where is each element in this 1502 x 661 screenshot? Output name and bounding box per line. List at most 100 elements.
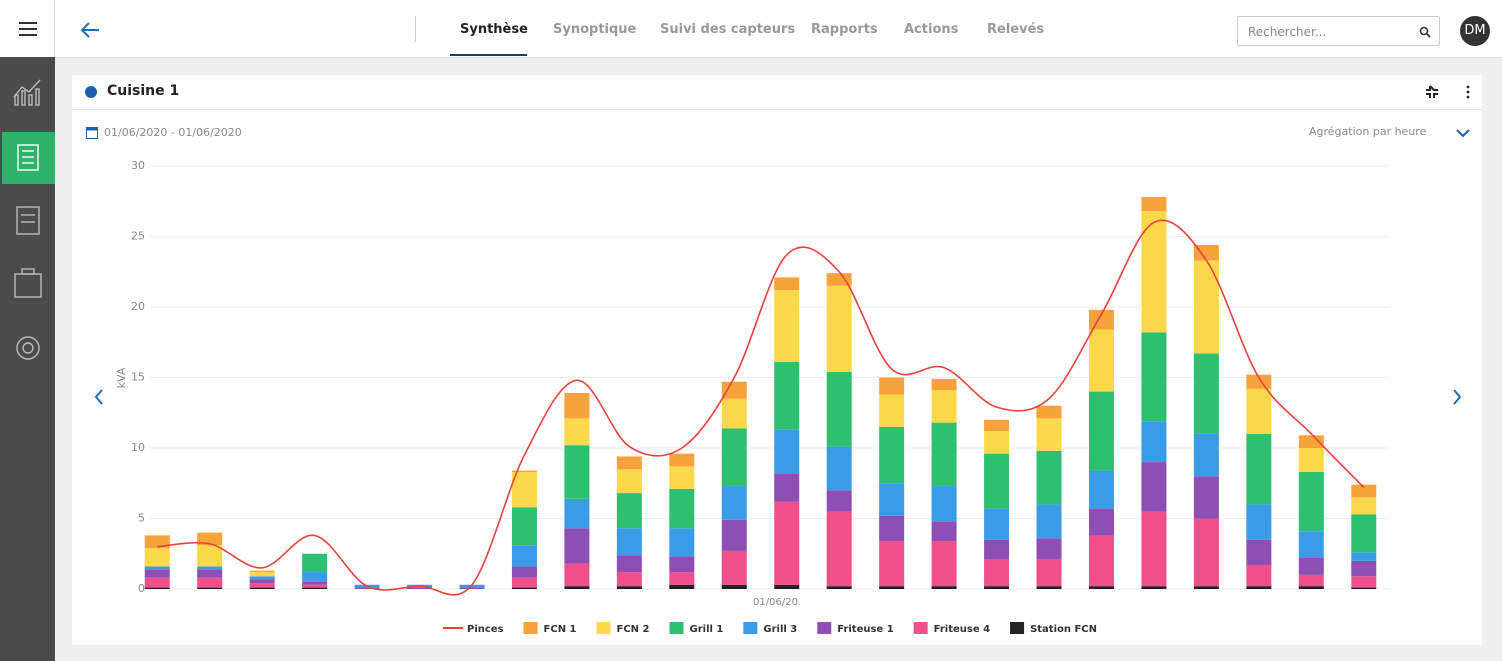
tab[interactable]: Synthèse xyxy=(460,22,528,37)
date-range[interactable]: 01/06/2020 - 01/06/2020 xyxy=(104,126,242,139)
bar-segment xyxy=(511,471,537,508)
bar-segment xyxy=(1193,244,1219,261)
bar-segment xyxy=(879,377,905,395)
bar-segment xyxy=(1088,329,1114,392)
calendar-icon xyxy=(86,127,98,139)
bar-segment xyxy=(1141,197,1167,212)
bar-segment xyxy=(1246,433,1272,505)
legend-swatch xyxy=(743,622,758,634)
bar-segment xyxy=(1088,391,1114,471)
bar-segment xyxy=(1141,586,1167,589)
bar-segment xyxy=(1141,211,1167,333)
bar-segment xyxy=(1298,557,1324,575)
bar-segment xyxy=(774,361,800,430)
bar-segment xyxy=(1088,470,1114,509)
bar-segment xyxy=(1141,421,1167,463)
bar-segment xyxy=(931,521,957,542)
menu-area xyxy=(0,0,55,57)
tab[interactable]: Synoptique xyxy=(553,22,637,37)
bar-segment xyxy=(774,290,800,362)
bar-segment xyxy=(1088,586,1114,589)
nav-icons[interactable] xyxy=(0,57,55,661)
bar-segment xyxy=(669,556,695,573)
bar-segment xyxy=(197,566,223,570)
bar-segment xyxy=(249,583,275,588)
tab[interactable]: Suivi des capteurs xyxy=(660,22,796,37)
menu-icon[interactable] xyxy=(0,0,55,57)
bar-segment xyxy=(826,273,852,286)
bar-segment xyxy=(302,587,328,589)
bar-segment xyxy=(511,577,537,588)
panel-title: Cuisine 1 xyxy=(107,83,180,99)
bar-segment xyxy=(826,490,852,512)
bar-segment xyxy=(879,394,905,427)
bar-segment xyxy=(144,566,170,570)
bar-segment xyxy=(197,545,223,567)
search-box[interactable]: Rechercher... xyxy=(1237,16,1440,46)
bar-segment xyxy=(1351,514,1377,553)
bar-segment xyxy=(564,528,590,564)
bar-segment xyxy=(669,528,695,557)
bar-segment xyxy=(984,539,1010,560)
bar-segment xyxy=(931,390,957,423)
bar-segment xyxy=(1036,504,1062,539)
bar-segment xyxy=(459,587,485,589)
dropdown-arrow[interactable] xyxy=(1455,127,1471,139)
tab[interactable]: Actions xyxy=(904,22,959,37)
bar-segment xyxy=(774,429,800,474)
y-tick-label: 30 xyxy=(131,159,145,172)
next-arrow[interactable] xyxy=(1453,389,1462,405)
bar-segment xyxy=(826,586,852,589)
panel-actions[interactable] xyxy=(1424,82,1484,102)
bar-segment xyxy=(144,548,170,567)
bar-segment xyxy=(616,528,642,556)
bar-segment xyxy=(459,584,485,588)
bar-segment xyxy=(1351,576,1377,588)
bar-segment xyxy=(1246,504,1272,540)
bar-segment xyxy=(1351,587,1377,589)
tab-underline xyxy=(450,54,527,56)
bar-segment xyxy=(1193,476,1219,519)
bar-segment xyxy=(669,488,695,529)
bar-segment xyxy=(721,381,747,399)
bar-segment xyxy=(984,453,1010,509)
bar-segment xyxy=(1246,565,1272,587)
bar-segment xyxy=(354,587,380,589)
bar-segment xyxy=(774,473,800,502)
back-button[interactable] xyxy=(75,0,115,57)
legend-swatch xyxy=(1010,622,1025,634)
legend-swatch xyxy=(817,622,832,634)
legend-label: Friteuse 1 xyxy=(837,624,893,635)
prev-arrow[interactable] xyxy=(94,389,103,405)
legend-item: Friteuse 4 xyxy=(913,622,990,635)
bar-segment xyxy=(669,572,695,585)
bar-segment xyxy=(616,572,642,587)
bar-segment xyxy=(669,466,695,489)
avatar[interactable]: DM xyxy=(1460,16,1490,46)
bar-segment xyxy=(931,422,957,487)
bar-segment xyxy=(144,569,170,578)
separator xyxy=(72,109,1482,110)
bar-segment xyxy=(826,511,852,587)
bar-segment xyxy=(564,393,590,419)
bar-segment xyxy=(511,545,537,567)
legend-swatch xyxy=(669,622,684,634)
bar-segment xyxy=(1036,586,1062,589)
bar-segment xyxy=(616,586,642,589)
bar-segment xyxy=(1351,552,1377,561)
bar-segment xyxy=(931,486,957,522)
status-dot xyxy=(85,86,97,98)
bar-segment xyxy=(1036,418,1062,451)
bar-segment xyxy=(721,428,747,487)
bar-segment xyxy=(616,493,642,529)
legend-item: Grill 3 xyxy=(743,622,797,635)
y-tick-label: 0 xyxy=(138,582,145,595)
bar-segment xyxy=(984,419,1010,432)
bar-segment xyxy=(1246,374,1272,389)
legend-label: Pinces xyxy=(467,624,504,635)
tab[interactable]: Relevés xyxy=(987,22,1045,37)
y-tick-label: 15 xyxy=(131,371,145,384)
aggregation[interactable]: Agrégation par heure xyxy=(1309,125,1427,138)
search-icon xyxy=(1419,26,1431,38)
tab[interactable]: Rapports xyxy=(811,22,878,37)
